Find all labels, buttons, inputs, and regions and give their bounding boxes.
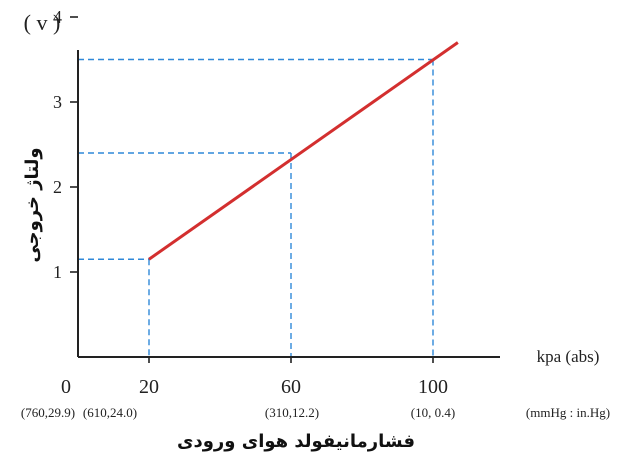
secondary-tick-label: (610,24.0): [83, 405, 137, 420]
secondary-tick-label: (310,12.2): [265, 405, 319, 420]
x-axis-title: فشارمانیفولد هوای ورودی: [177, 431, 415, 452]
y-axis-title: ولتاژ خروجی: [22, 147, 43, 262]
y-tick-label: 2: [53, 177, 62, 197]
x-tick-label: 100: [418, 376, 448, 398]
series-line: [148, 41, 459, 261]
secondary-tick-label: (760,29.9): [21, 405, 75, 420]
x-tick-label: 0: [61, 376, 71, 398]
x-tick-label: 20: [139, 376, 159, 398]
x-unit-label: kpa (abs): [537, 347, 600, 366]
y-unit-label: ( v ): [24, 10, 61, 35]
secondary-tick-label: (10, 0.4): [411, 405, 455, 420]
y-tick-label: 1: [53, 262, 62, 282]
x-tick-label: 60: [281, 376, 301, 398]
y-tick-label: 4: [53, 7, 62, 27]
secondary-unit-label: (mmHg : in.Hg): [526, 405, 610, 420]
y-tick-label: 3: [53, 92, 62, 112]
